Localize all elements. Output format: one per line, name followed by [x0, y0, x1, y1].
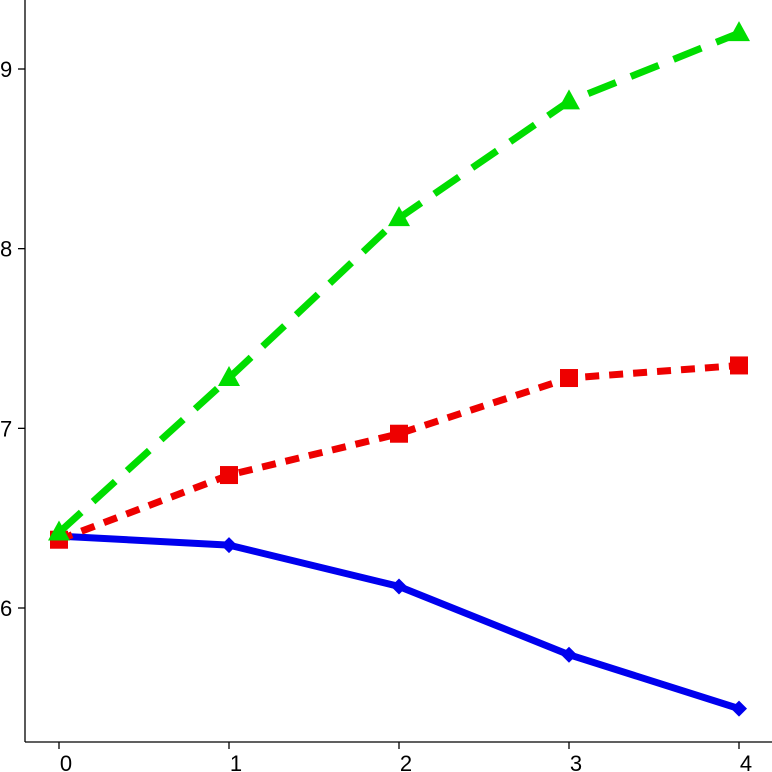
- y-tick-label: 9: [0, 57, 12, 82]
- x-tick-label: 0: [60, 751, 72, 772]
- x-tick-label: 3: [570, 751, 582, 772]
- data-point: [391, 578, 407, 595]
- data-point: [730, 356, 748, 375]
- x-tick-label: 2: [400, 751, 412, 772]
- y-axis-ticks: 6 7 8 9: [0, 57, 25, 621]
- series-2: [50, 356, 748, 549]
- data-point: [560, 369, 578, 388]
- data-point: [48, 520, 70, 541]
- data-point: [218, 366, 240, 387]
- data-point: [558, 89, 580, 110]
- data-point: [561, 646, 577, 663]
- series-line: [56, 29, 741, 536]
- data-point: [220, 466, 238, 485]
- series-1: [51, 528, 747, 717]
- data-point: [390, 424, 408, 443]
- series-layer: [48, 21, 750, 717]
- x-tick-label: 4: [740, 751, 752, 772]
- series-line: [57, 361, 740, 543]
- data-point: [731, 700, 747, 717]
- data-point: [221, 537, 237, 554]
- x-axis-ticks: 0 1 2 3 4: [58, 742, 752, 772]
- y-tick-label: 6: [0, 596, 12, 621]
- y-tick-label: 8: [0, 237, 12, 262]
- x-tick-label: 1: [230, 751, 242, 772]
- y-tick-label: 7: [0, 416, 12, 441]
- series-line: [58, 532, 741, 712]
- data-point: [388, 206, 410, 227]
- series-3: [48, 21, 750, 541]
- data-point: [728, 21, 750, 42]
